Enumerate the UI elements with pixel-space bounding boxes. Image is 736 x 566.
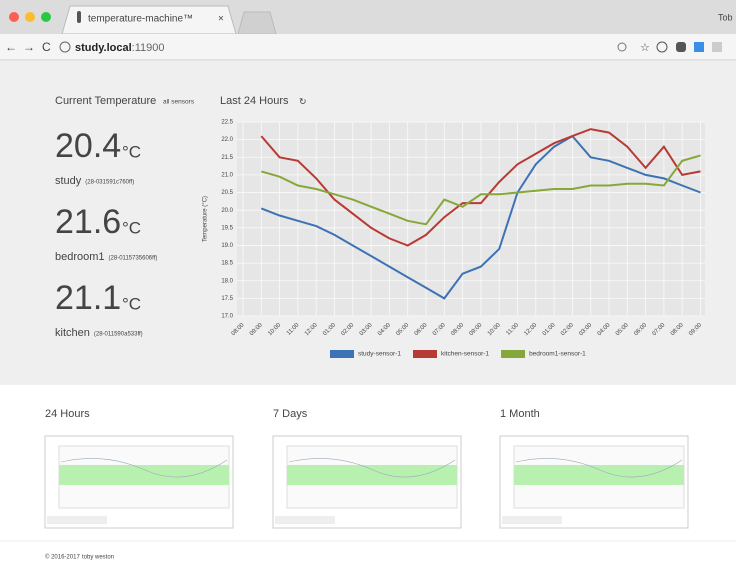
chart-title: Last 24 Hours (220, 95, 289, 107)
series-line (260, 134, 701, 300)
thumbnail-trace (60, 458, 228, 478)
reading-value: 20.4 (55, 127, 121, 165)
back-button[interactable]: ← (5, 40, 17, 54)
sensor-id: (28-031591c760ff) (85, 180, 134, 186)
y-tick-label: 17.0 (221, 314, 233, 320)
y-tick-label: 18.5 (221, 261, 233, 267)
zoom-icon[interactable] (617, 42, 627, 52)
y-tick-label: 17.5 (221, 296, 233, 302)
user-name: Tob (718, 12, 733, 22)
reading-value: 21.1 (55, 279, 121, 317)
sensor-name: kitchen (55, 327, 90, 339)
thumbnails: 24 Hours 7 Days 1 Month (44, 408, 689, 529)
thumbnail-footer (275, 516, 335, 524)
new-tab[interactable] (237, 11, 277, 35)
toolbar (0, 34, 736, 60)
reload-button[interactable]: C (42, 40, 51, 54)
series-line (260, 128, 701, 247)
sensor-id: (28-011590a533ff) (94, 332, 143, 338)
thumbnail-band (514, 465, 684, 485)
forward-button[interactable]: → (23, 40, 35, 54)
bookmark-icon[interactable]: ☆ (640, 42, 650, 54)
y-tick-label: 21.5 (221, 155, 233, 161)
current-title: Current Temperature (55, 95, 156, 107)
url-host: study.local (75, 42, 132, 54)
thumbnail-title: 1 Month (500, 408, 540, 420)
y-axis-label: Temperature (°C) (203, 196, 209, 242)
address[interactable]: study.local:11900 (75, 42, 164, 54)
thumbnail-title: 7 Days (273, 408, 308, 420)
ext-icon[interactable] (712, 42, 722, 52)
plot-area (237, 122, 705, 316)
sensor-name: study (55, 175, 82, 187)
author-link[interactable]: toby weston (82, 555, 114, 561)
thumbnail-trace (288, 458, 456, 478)
legend-swatch (413, 350, 437, 358)
url-port: :11900 (132, 42, 165, 54)
thumbnail-band (287, 465, 457, 485)
y-tick-label: 22.0 (221, 137, 233, 143)
tab-close[interactable]: × (218, 14, 224, 25)
thumbnail-title: 24 Hours (45, 408, 90, 420)
legend-label: kitchen-sensor-1 (441, 351, 489, 358)
sensor-name: bedroom1 (55, 251, 105, 263)
minimize-button[interactable] (25, 12, 35, 22)
close-button[interactable] (9, 12, 19, 22)
tab-icon (77, 11, 81, 23)
thumbnail-footer (47, 516, 107, 524)
ext-icon[interactable] (676, 42, 686, 52)
thumbnail-footer (502, 516, 562, 524)
series-line (261, 154, 701, 226)
reading-unit: °C (122, 218, 141, 237)
all-sensors-link[interactable]: all sensors (163, 99, 195, 106)
y-tick-label: 22.5 (221, 120, 233, 126)
tab-title: temperature-machine™ (88, 14, 193, 25)
y-tick-label: 20.0 (221, 208, 233, 214)
thumbnail-band (59, 465, 229, 485)
thumbnail-trace (515, 458, 683, 478)
y-tick-label: 19.0 (221, 243, 233, 249)
y-tick-label: 18.0 (221, 278, 233, 284)
legend-label: study-sensor-1 (358, 351, 401, 358)
y-tick-label: 19.5 (221, 225, 233, 231)
sensor-id: (28-0115735606ff) (109, 256, 158, 262)
ext-icon[interactable] (656, 41, 668, 53)
legend-swatch (501, 350, 526, 358)
refresh-icon[interactable]: ↻ (299, 96, 307, 106)
reading-unit: °C (122, 294, 141, 313)
maximize-button[interactable] (41, 12, 51, 22)
copyright: © 2016-2017 (45, 554, 80, 561)
ext-icon[interactable] (694, 42, 704, 52)
y-tick-label: 20.5 (221, 190, 233, 196)
legend-swatch (330, 350, 354, 358)
reading-value: 21.6 (55, 203, 121, 241)
reading-unit: °C (122, 142, 141, 161)
legend-label: bedroom1-sensor-1 (529, 351, 586, 358)
y-tick-label: 21.0 (221, 172, 233, 178)
info-icon[interactable] (59, 41, 71, 53)
